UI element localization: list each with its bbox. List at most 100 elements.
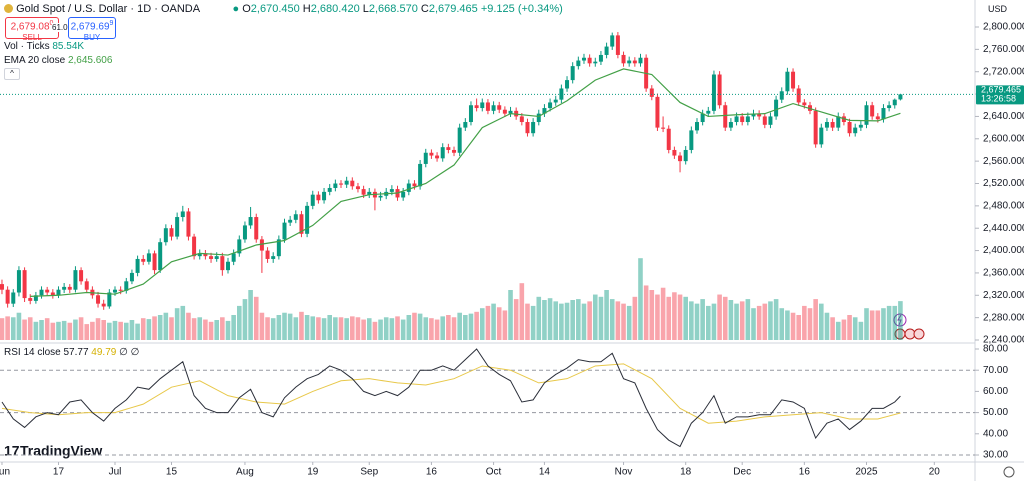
countdown-label: 13:26:58 (981, 94, 1016, 104)
candle-body (813, 110, 818, 145)
volume-bar (485, 305, 491, 340)
x-tick-label: 20 (929, 467, 941, 478)
y-tick-label: 2,800.000 (983, 22, 1024, 33)
candle-body (367, 191, 372, 195)
candle-body (412, 183, 417, 187)
candle-body (785, 71, 790, 92)
candle-body (485, 102, 490, 111)
currency[interactable]: USD (988, 4, 1008, 14)
ema-value: 2,645.606 (67, 55, 113, 66)
candle-body (497, 105, 502, 110)
ohlc-value: 2,670.450 (250, 3, 300, 15)
volume-bar (327, 315, 333, 340)
candle-body (519, 116, 524, 123)
x-tick-label: 19 (307, 467, 319, 478)
candle-body (11, 292, 16, 304)
rsi-extra: ∅ ∅ (119, 347, 140, 358)
volume-bar (107, 322, 112, 340)
y-tick-label: 2,640.000 (983, 111, 1024, 122)
candle-body (694, 122, 699, 131)
buy-button[interactable]: 2,679.699 BUY (68, 17, 116, 42)
y-tick-label: 2,320.000 (983, 290, 1024, 301)
candle-body (791, 71, 796, 89)
candle-body (101, 303, 106, 307)
volume-bar (350, 316, 355, 340)
y-tick-label: 30.00 (983, 450, 1008, 461)
candle-body (480, 102, 485, 109)
buy-price: 2,679.69 (70, 21, 110, 33)
volume-bar (355, 317, 361, 340)
candle-body (565, 80, 570, 89)
rsi-ma-value: 49.79 (91, 347, 117, 358)
candle-body (892, 99, 897, 106)
y-tick-label: 2,760.000 (983, 44, 1024, 55)
volume-bar (672, 292, 677, 340)
volume-bar (389, 318, 395, 340)
y-tick-label: 2,360.000 (983, 268, 1024, 279)
volume-bar (790, 312, 796, 340)
settings-icon[interactable] (1003, 466, 1015, 478)
volume-bar (169, 317, 174, 340)
candle-body (231, 253, 236, 262)
sell-button[interactable]: 2,679.080 SELL (5, 17, 59, 42)
x-tick-label: 2025 (855, 467, 878, 478)
volume-bar (694, 303, 700, 340)
volume-bar (717, 294, 722, 340)
y-tick-label: 2,720.000 (983, 66, 1024, 77)
y-tick-label: 2,280.000 (983, 312, 1024, 323)
candle-body (146, 253, 151, 262)
ohlc-label: L (362, 3, 369, 15)
volume-bar (293, 317, 299, 340)
candle-body (502, 109, 507, 114)
volume-bar (129, 320, 135, 340)
volume-bar (304, 315, 310, 340)
volume-bar (479, 308, 485, 340)
candle-body (276, 239, 281, 257)
volume-bar (146, 319, 152, 340)
volume-bar (372, 321, 378, 340)
volume-bar (609, 299, 615, 340)
volume-bar (547, 298, 553, 340)
collapse-legend[interactable]: ^ (4, 68, 20, 80)
volume-bar (666, 296, 672, 340)
candle-body (209, 256, 214, 259)
volume-bar (751, 308, 756, 340)
candle-body (819, 127, 824, 145)
candle-body (84, 281, 89, 290)
volume-bar (378, 319, 383, 340)
volume-bar (186, 312, 191, 340)
candle-body (299, 214, 304, 234)
volume-bar (248, 290, 253, 340)
candle-body (305, 205, 310, 234)
last-price-label: 2,679.465 (981, 85, 1021, 95)
volume-bar (270, 318, 276, 340)
y-tick-label: 2,600.000 (983, 133, 1024, 144)
candle-body (683, 149, 688, 162)
volume-bar (73, 319, 78, 340)
volume-bar (265, 317, 270, 340)
candle-body (604, 46, 609, 55)
candle-body (881, 108, 886, 120)
candle-body (723, 105, 728, 128)
y-tick-label: 2,520.000 (983, 178, 1024, 189)
volume-name: Vol · Ticks (4, 41, 50, 52)
event-flag[interactable] (913, 328, 925, 340)
candle-body (474, 105, 479, 109)
ohlc-label: C (420, 3, 429, 15)
candle-body (757, 113, 762, 117)
candle-body (118, 289, 123, 291)
candle-body (452, 149, 457, 153)
candle-body (887, 105, 892, 109)
candle-body (740, 116, 745, 123)
volume-bar (361, 319, 366, 340)
volume-bar (502, 310, 508, 340)
volume-bar (231, 315, 236, 340)
volume-bar (78, 317, 84, 340)
volume-bar (474, 311, 479, 340)
volume-bar (429, 318, 434, 340)
spread: 61.0 (52, 23, 68, 32)
candle-body (50, 292, 55, 296)
y-tick-label: 2,240.000 (983, 335, 1024, 346)
rsi-name: RSI 14 close (4, 347, 61, 358)
